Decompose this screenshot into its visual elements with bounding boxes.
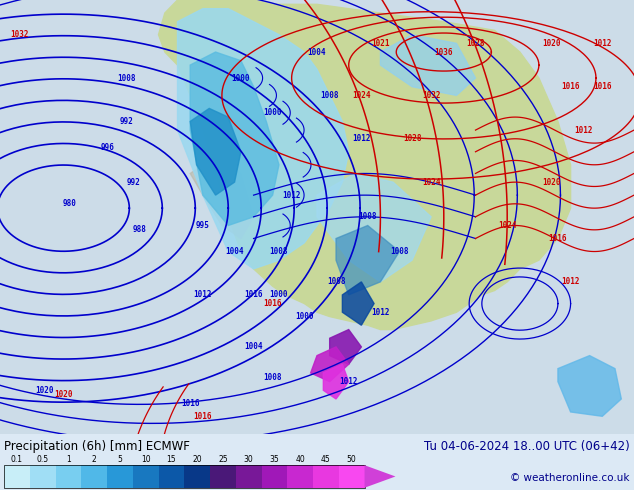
Text: 1012: 1012: [574, 125, 593, 135]
Text: 1016: 1016: [193, 412, 212, 421]
Text: 1016: 1016: [263, 299, 282, 308]
Text: 1020: 1020: [35, 386, 54, 395]
Polygon shape: [190, 52, 279, 225]
Text: 1012: 1012: [371, 308, 390, 317]
Text: 1004: 1004: [244, 343, 263, 351]
Text: 1016: 1016: [593, 82, 612, 91]
Text: 1004: 1004: [225, 247, 244, 256]
Bar: [56, 465, 81, 488]
Text: 20: 20: [192, 455, 202, 464]
Text: 1000: 1000: [269, 291, 288, 299]
Text: 1000: 1000: [295, 312, 314, 321]
Text: 1028: 1028: [403, 134, 422, 143]
Text: 5: 5: [117, 455, 122, 464]
Polygon shape: [342, 282, 374, 325]
Text: 1020: 1020: [542, 178, 561, 187]
Text: 1032: 1032: [10, 30, 29, 39]
Text: © weatheronline.co.uk: © weatheronline.co.uk: [510, 473, 630, 483]
Text: 40: 40: [295, 455, 305, 464]
Bar: [339, 465, 365, 488]
Text: 35: 35: [269, 455, 280, 464]
Text: 1012: 1012: [282, 191, 301, 199]
Text: 1008: 1008: [390, 247, 409, 256]
Text: 1032: 1032: [422, 91, 441, 100]
Polygon shape: [336, 225, 399, 295]
Bar: [81, 465, 107, 488]
Text: 1020: 1020: [54, 390, 73, 399]
Text: 992: 992: [120, 117, 134, 126]
Text: 50: 50: [347, 455, 356, 464]
Text: Precipitation (6h) [mm] ECMWF: Precipitation (6h) [mm] ECMWF: [4, 441, 190, 453]
Text: 1024: 1024: [498, 221, 517, 230]
Bar: [287, 465, 313, 488]
Polygon shape: [323, 364, 349, 399]
Text: 1000: 1000: [231, 74, 250, 82]
Text: 1004: 1004: [307, 48, 327, 56]
Polygon shape: [178, 9, 349, 269]
Text: 992: 992: [126, 178, 140, 187]
Text: 1008: 1008: [327, 277, 346, 286]
Bar: [133, 465, 158, 488]
Text: 1016: 1016: [244, 291, 263, 299]
Text: 30: 30: [244, 455, 254, 464]
Text: 1008: 1008: [320, 91, 339, 100]
Text: 980: 980: [63, 199, 77, 208]
Text: 1028: 1028: [466, 39, 485, 48]
Bar: [4, 465, 30, 488]
Text: 45: 45: [321, 455, 331, 464]
Text: 0.5: 0.5: [37, 455, 49, 464]
Text: 1024: 1024: [422, 178, 441, 187]
Polygon shape: [317, 173, 431, 282]
Text: 988: 988: [133, 225, 146, 234]
Bar: [236, 465, 262, 488]
Text: 1012: 1012: [352, 134, 371, 143]
Text: 1020: 1020: [542, 39, 561, 48]
Text: 1000: 1000: [263, 108, 282, 117]
Polygon shape: [158, 0, 571, 330]
Bar: [30, 465, 56, 488]
Polygon shape: [365, 465, 396, 488]
Text: 1: 1: [66, 455, 71, 464]
Text: 25: 25: [218, 455, 228, 464]
Bar: [4, 465, 365, 488]
Text: 1008: 1008: [263, 373, 282, 382]
Polygon shape: [190, 152, 254, 239]
Text: 1008: 1008: [358, 212, 377, 221]
Bar: [313, 465, 339, 488]
Text: 1016: 1016: [561, 82, 580, 91]
Text: 1012: 1012: [593, 39, 612, 48]
Bar: [210, 465, 236, 488]
Text: 1012: 1012: [339, 377, 358, 386]
Bar: [262, 465, 287, 488]
Text: 0.1: 0.1: [11, 455, 23, 464]
Text: 1016: 1016: [181, 399, 200, 408]
Polygon shape: [311, 347, 349, 382]
Polygon shape: [380, 35, 476, 96]
Text: 1012: 1012: [561, 277, 580, 286]
Text: 1008: 1008: [117, 74, 136, 82]
Text: 995: 995: [196, 221, 210, 230]
Text: 996: 996: [101, 143, 115, 152]
Text: 1008: 1008: [269, 247, 288, 256]
Text: 1036: 1036: [434, 48, 453, 56]
Polygon shape: [558, 356, 621, 416]
Bar: [107, 465, 133, 488]
Polygon shape: [330, 330, 361, 364]
Text: Tu 04-06-2024 18..00 UTC (06+42): Tu 04-06-2024 18..00 UTC (06+42): [424, 441, 630, 453]
Bar: [184, 465, 210, 488]
Text: 10: 10: [141, 455, 150, 464]
Bar: [158, 465, 184, 488]
Polygon shape: [190, 108, 241, 195]
Text: 15: 15: [167, 455, 176, 464]
Text: 1012: 1012: [193, 291, 212, 299]
Text: 1024: 1024: [352, 91, 371, 100]
Text: 1021: 1021: [371, 39, 390, 48]
Text: 2: 2: [92, 455, 96, 464]
Text: 1016: 1016: [548, 234, 567, 243]
